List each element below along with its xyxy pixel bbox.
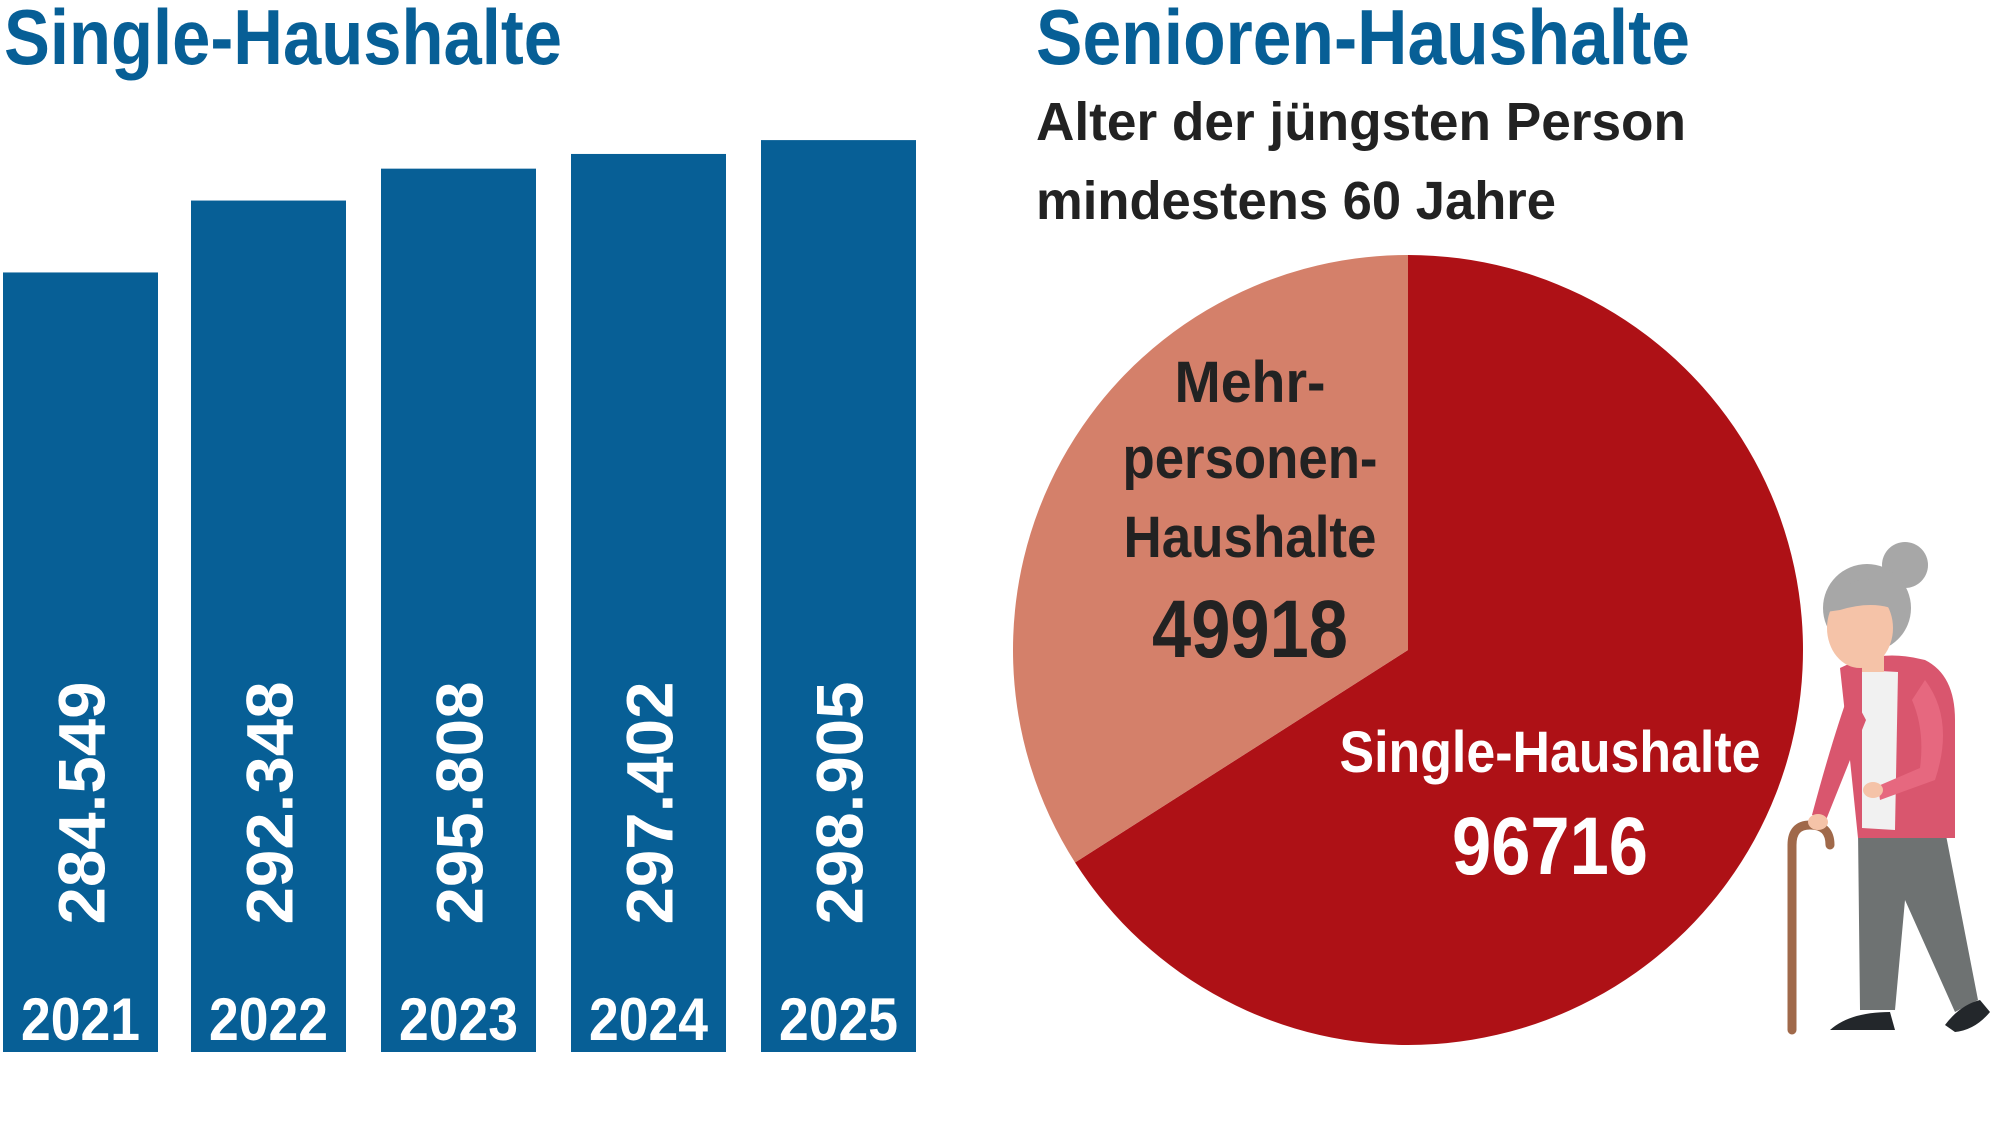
bar-2025 bbox=[761, 140, 916, 1053]
slice-value-multi-person: 49918 bbox=[1152, 584, 1348, 675]
pie-chart bbox=[1013, 254, 1803, 1045]
slice-label-multi-person-line-3: Haushalte bbox=[1124, 505, 1377, 570]
bar-2024 bbox=[571, 153, 726, 1053]
bar-category-label: 2023 bbox=[399, 986, 518, 1053]
bar-value-label: 295.808 bbox=[423, 682, 497, 925]
pie-slice-single bbox=[1075, 255, 1803, 1045]
bar-2022 bbox=[191, 200, 346, 1052]
bar-category-label: 2021 bbox=[21, 986, 140, 1053]
slice-label-multi-person-line-2: personen- bbox=[1123, 426, 1378, 491]
bar-2023 bbox=[381, 168, 536, 1052]
bar-2021 bbox=[3, 272, 158, 1052]
pie-labels: Mehr- personen- Haushalte 49918 Single-H… bbox=[1123, 350, 1761, 892]
pie-chart-subtitle-line-1: Alter der jüngsten Person bbox=[1036, 92, 1686, 152]
bar-category-label: 2024 bbox=[589, 986, 709, 1053]
bar-value-label: 298.905 bbox=[803, 682, 877, 925]
bar-category-label: 2022 bbox=[209, 986, 328, 1053]
slice-value-single: 96716 bbox=[1452, 801, 1648, 892]
slice-label-multi-person-line-1: Mehr- bbox=[1175, 350, 1326, 415]
elderly-woman-with-cane-icon bbox=[1787, 542, 1990, 1035]
bar-chart-title: Single-Haushalte bbox=[4, 0, 562, 81]
bar-chart: 284.549 2021 292.348 2022 295.808 2023 297.402… bbox=[3, 140, 916, 1053]
slice-label-single: Single-Haushalte bbox=[1340, 720, 1761, 785]
bar-value-label: 292.348 bbox=[233, 682, 307, 925]
bar-category-label: 2025 bbox=[779, 986, 898, 1053]
bar-value-label: 297.402 bbox=[613, 682, 687, 925]
pie-chart-subtitle-line-2: mindestens 60 Jahre bbox=[1036, 171, 1556, 231]
bar-value-label: 284.549 bbox=[45, 682, 119, 925]
pie-chart-title: Senioren-Haushalte bbox=[1036, 0, 1690, 81]
pie-slice-multi-person bbox=[1013, 254, 1408, 863]
